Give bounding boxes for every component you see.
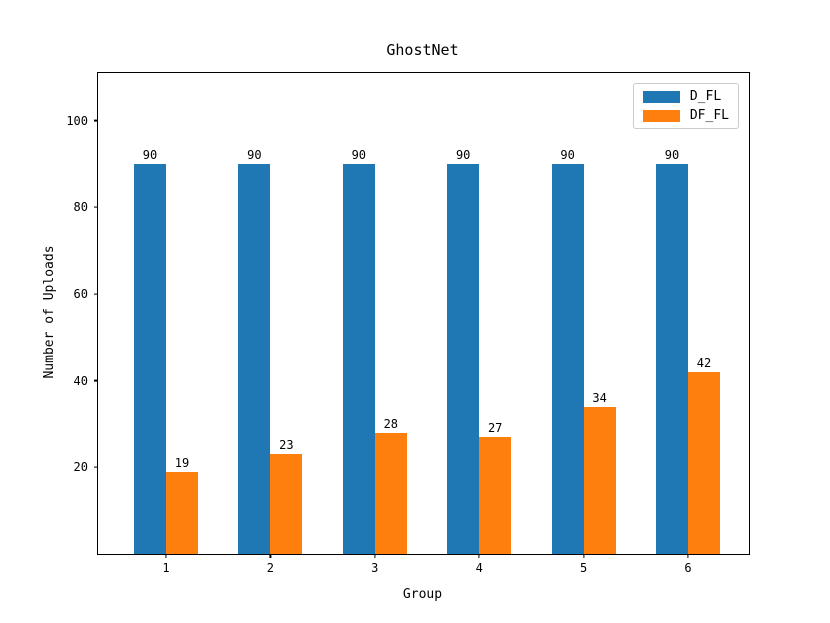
- bar-value-D_FL-group-2: 90: [247, 148, 262, 162]
- x-tick-label-1: 1: [162, 561, 170, 575]
- bar-value-DF_FL-group-4: 27: [487, 421, 503, 436]
- legend: D_FL DF_FL: [632, 83, 739, 129]
- x-tick-label-2: 2: [266, 561, 275, 575]
- bar-value-D_FL-group-5: 90: [560, 148, 575, 162]
- plot-area: D_FL DF_FL 20 40 60 80 100 1 90 19 2 90 23 3 90 28 4 90 2…: [66, 72, 750, 575]
- legend-entry-D_FL: D_FL: [642, 89, 729, 104]
- bar-value-D_FL-group-3: 90: [351, 148, 367, 162]
- x-tick-label-3: 3: [371, 561, 379, 575]
- bar-DF_FL-group-3: [374, 432, 407, 554]
- bar-value-DF_FL-group-1: 19: [174, 455, 190, 470]
- y-tick-mark-100: [94, 120, 98, 122]
- bar-DF_FL-group-4: [479, 437, 512, 554]
- x-tick-mark-2: [269, 554, 271, 558]
- bar-D_FL-group-1: [134, 164, 166, 554]
- legend-swatch-DF_FL: [642, 109, 680, 122]
- bar-value-D_FL-group-6: 90: [664, 148, 680, 162]
- bar-value-DF_FL-group-6: 42: [696, 356, 712, 371]
- bar-value-D_FL-group-4: 90: [455, 148, 471, 162]
- y-tick-label-100: 100: [66, 113, 88, 128]
- bar-D_FL-group-5: [551, 164, 584, 554]
- y-tick-mark-80: [94, 206, 98, 208]
- y-tick-label-20: 20: [73, 460, 88, 475]
- x-tick-mark-5: [583, 554, 585, 558]
- bar-D_FL-group-4: [447, 164, 480, 554]
- legend-entry-DF_FL: DF_FL: [642, 108, 729, 123]
- y-axis-label: Number of Uploads: [42, 245, 57, 379]
- y-tick-mark-20: [94, 466, 98, 468]
- y-tick-mark-40: [94, 380, 98, 382]
- x-tick-label-4: 4: [475, 561, 483, 575]
- x-tick-mark-4: [478, 554, 480, 558]
- x-tick-mark-6: [687, 554, 689, 558]
- bar-value-D_FL-group-1: 90: [142, 148, 158, 162]
- bar-D_FL-group-6: [656, 164, 688, 554]
- bar-D_FL-group-2: [238, 164, 271, 554]
- bar-value-DF_FL-group-3: 28: [383, 416, 399, 431]
- y-tick-label-40: 40: [73, 373, 88, 388]
- x-tick-label-6: 6: [684, 561, 692, 575]
- legend-swatch-D_FL: [642, 90, 680, 103]
- x-tick-mark-1: [165, 554, 167, 558]
- x-tick-label-5: 5: [579, 561, 588, 575]
- legend-label-D_FL: D_FL: [689, 89, 722, 104]
- x-axis-label: Group: [402, 587, 443, 602]
- bar-DF_FL-group-6: [688, 372, 720, 554]
- y-tick-mark-60: [94, 293, 98, 295]
- bar-DF_FL-group-2: [270, 454, 303, 554]
- bar-value-DF_FL-group-5: 34: [592, 390, 607, 405]
- chart-title: GhostNet: [386, 41, 459, 59]
- bar-D_FL-group-3: [342, 164, 375, 554]
- y-tick-label-60: 60: [73, 287, 88, 301]
- legend-label-DF_FL: DF_FL: [689, 108, 729, 123]
- x-tick-mark-3: [374, 554, 376, 558]
- bar-value-DF_FL-group-2: 23: [279, 438, 294, 453]
- bar-DF_FL-group-5: [583, 406, 616, 554]
- y-tick-label-80: 80: [73, 200, 88, 215]
- bar-DF_FL-group-1: [166, 471, 198, 554]
